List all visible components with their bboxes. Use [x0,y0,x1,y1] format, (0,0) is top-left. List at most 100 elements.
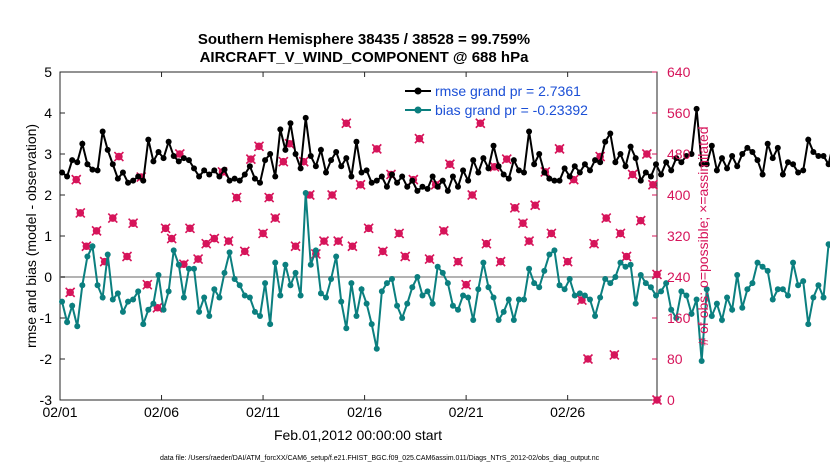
bias-point [109,296,116,303]
bias-point [480,259,487,266]
bias-point [373,345,380,352]
y-tick-right-label: 0 [667,392,675,408]
obs-marker [81,241,92,252]
rmse-point [196,173,203,180]
obs-marker [278,156,289,167]
rmse-point [251,175,258,182]
bias-point [632,300,639,307]
bias-point [434,263,441,270]
obs-marker-cross [546,228,557,239]
obs-marker-cross [128,218,139,229]
obs-marker [501,154,512,165]
obs-marker-cross [239,246,250,257]
obs-marker [245,154,256,165]
bias-point [282,261,289,268]
obs-marker-cross [253,141,265,152]
bias-point [749,280,756,287]
obs-marker [414,133,425,144]
bias-point [287,282,294,289]
obs-marker-cross [71,174,82,185]
obs-marker [253,141,265,152]
rmse-point [104,146,111,153]
bias-point [774,286,781,293]
legend-rmse-marker [414,87,422,95]
rmse-point [449,173,456,180]
rmse-point [307,153,314,160]
obs-marker [341,118,352,129]
y-axis-right-label: # of obs: o=possible; ×=assimilated [695,126,711,345]
bias-point [429,300,436,307]
obs-marker [530,200,541,211]
bias-point [241,292,248,299]
bias-point [150,300,157,307]
obs-marker [160,223,171,234]
obs-marker-cross [524,236,535,247]
rmse-point [607,130,614,137]
obs-marker-cross [142,279,153,290]
bias-point [135,288,142,295]
obs-marker [495,256,506,267]
bias-point [64,319,71,326]
rmse-point [180,155,187,162]
bias-point [378,288,385,295]
rmse-point [678,159,685,166]
y-axis-left-ticks: -3 -2 -1 0 1 2 3 4 5 [40,64,65,408]
obs-marker-cross [347,241,358,252]
bias-point [104,251,111,258]
rmse-point [94,167,101,174]
bias-point [292,269,299,276]
rmse-point [455,183,461,190]
rmse-point [231,175,238,182]
bias-point [216,294,223,301]
rmse-point [571,163,578,170]
obs-marker-cross [495,256,506,267]
rmse-point [439,177,446,184]
obs-marker [461,279,472,290]
y-tick-left-label: 0 [44,269,52,285]
rmse-point [754,157,761,164]
bias-point [627,261,634,268]
bias-point [444,280,451,287]
rmse-point [145,136,152,143]
bias-point [729,306,736,313]
bias-point [89,243,96,250]
rmse-point [150,158,157,165]
obs-marker [201,238,212,249]
rmse-point [556,177,563,184]
rmse-point [84,161,91,168]
plot-area [59,71,658,401]
obs-marker [193,253,204,265]
obs-marker-cross [160,223,171,234]
obs-marker [444,159,455,170]
obs-marker-cross [530,200,541,211]
bias-point [779,286,786,293]
bias-point [383,280,390,287]
rmse-point [312,163,319,170]
rmse-point [368,179,375,186]
bias-point [668,306,675,313]
rmse-point [399,173,406,180]
obs-marker [588,238,600,249]
bias-point [764,267,771,274]
obs-marker [546,228,557,239]
bias-point [185,265,192,272]
rmse-point [531,161,538,168]
bias-point [206,312,213,319]
obs-marker [113,151,124,162]
bias-point [170,247,177,254]
obs-marker [65,287,76,298]
y-tick-left-label: -2 [40,351,53,367]
rmse-point [693,105,700,112]
bias-point [475,286,482,293]
obs-marker [290,241,301,252]
rmse-point [419,183,426,190]
obs-marker [452,256,464,267]
rmse-point [790,161,797,168]
rmse-point [668,167,675,174]
bias-point [759,263,766,270]
rmse-point [211,167,218,174]
rmse-series [59,105,830,194]
y-tick-left-label: -3 [40,392,53,408]
obs-marker-cross [452,256,464,267]
obs-marker [481,238,492,249]
